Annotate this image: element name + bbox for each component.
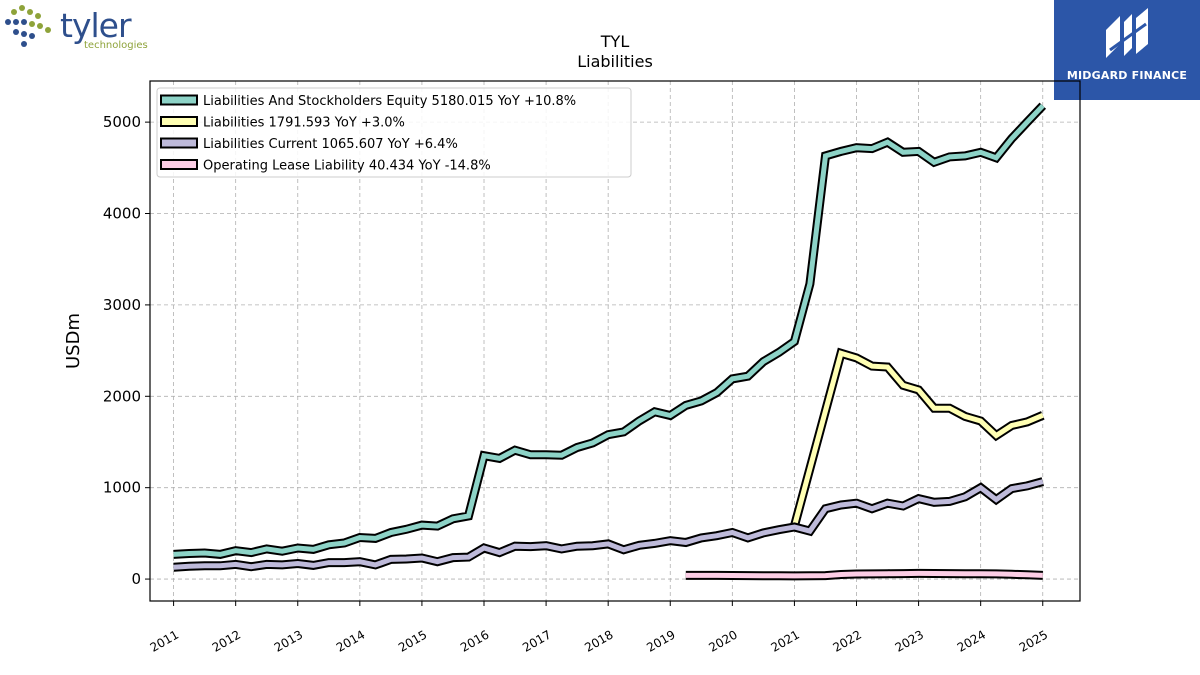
x-tick-label: 2025	[1017, 627, 1050, 654]
x-tick-label: 2015	[396, 627, 429, 654]
y-tick-label: 5000	[103, 113, 141, 131]
x-tick-label: 2012	[210, 627, 243, 654]
series-line-1	[791, 350, 1044, 527]
x-tick-label: 2011	[148, 627, 181, 654]
y-tick-label: 1000	[103, 479, 141, 497]
y-tick-label: 2000	[103, 387, 141, 405]
x-tick-label: 2017	[520, 627, 553, 654]
legend-label-2: Liabilities Current 1065.607 YoY +6.4%	[203, 137, 458, 152]
tyler-technologies-logo: tyler technologies	[4, 4, 154, 54]
tyler-logo-sub: technologies	[84, 40, 148, 51]
x-tick-label: 2018	[582, 627, 615, 654]
legend-swatch-2	[160, 137, 198, 149]
y-axis-label: USDm	[63, 313, 84, 369]
x-tick-label: 2024	[955, 627, 988, 654]
x-tick-label: 2014	[334, 627, 367, 654]
series-line-3	[685, 570, 1043, 579]
x-tick-label: 2013	[272, 627, 305, 654]
x-tick-label: 2022	[831, 627, 864, 654]
legend-label-3: Operating Lease Liability 40.434 YoY -14…	[203, 159, 491, 174]
midgard-mark-icon	[1106, 8, 1148, 58]
x-tick-label: 2023	[893, 627, 926, 654]
x-tick-label: 2019	[644, 627, 677, 654]
legend-label-0: Liabilities And Stockholders Equity 5180…	[203, 94, 576, 109]
midgard-brand-text: MIDGARD FINANCE	[1066, 69, 1188, 82]
plot-frame	[149, 80, 1081, 602]
y-tick-label: 0	[131, 570, 141, 588]
y-tick-label: 4000	[103, 205, 141, 223]
series-line-0	[173, 103, 1045, 557]
legend-swatch-3	[160, 159, 198, 170]
x-tick-label: 2016	[458, 627, 491, 654]
y-tick-label: 3000	[103, 296, 141, 314]
legend-swatch-1	[160, 116, 198, 127]
midgard-finance-logo: MIDGARD FINANCE	[1054, 0, 1200, 100]
legend-label-1: Liabilities 1791.593 YoY +3.0%	[203, 116, 405, 131]
tyler-logo-word: tyler	[60, 6, 132, 45]
series-line-2	[173, 479, 1044, 570]
chart-title: TYL	[600, 32, 630, 51]
tyler-dots-icon	[5, 5, 51, 47]
x-tick-label: 2021	[768, 627, 801, 654]
legend-box	[156, 87, 632, 178]
x-tick-label: 2020	[706, 627, 739, 654]
legend-swatch-0	[160, 94, 198, 106]
chart-subtitle: Liabilities	[577, 52, 653, 71]
